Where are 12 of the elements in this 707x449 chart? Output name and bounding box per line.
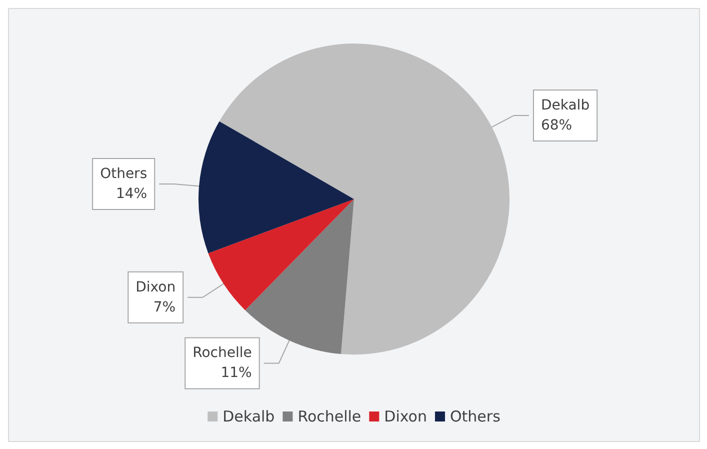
data-label: 68% bbox=[540, 117, 572, 134]
legend-label: Rochelle bbox=[298, 408, 362, 426]
slice-label: Dixon bbox=[136, 279, 176, 296]
legend-label: Dekalb bbox=[222, 408, 275, 426]
data-label: 7% bbox=[153, 299, 176, 316]
data-label: 14% bbox=[116, 186, 148, 202]
data-label: 11% bbox=[220, 365, 252, 382]
slice-label: Others bbox=[100, 166, 148, 182]
legend-label: Others bbox=[450, 408, 501, 426]
legend-label: Dixon bbox=[384, 408, 427, 426]
slice-label: Rochelle bbox=[192, 345, 252, 362]
slice-label: Dekalb bbox=[540, 97, 590, 114]
